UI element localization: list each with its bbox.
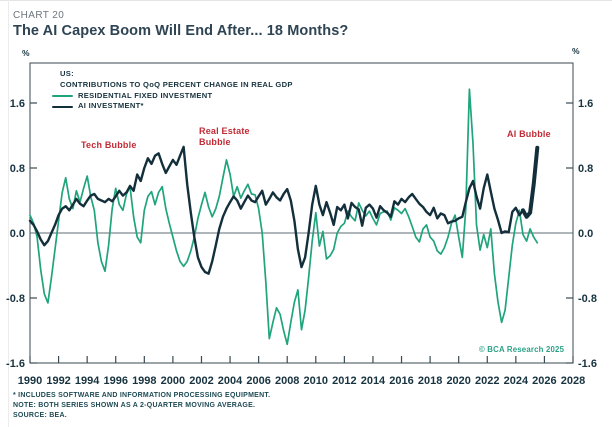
chart-number: CHART 20 bbox=[13, 10, 65, 21]
page-border-left bbox=[8, 0, 9, 427]
x-tick-label: 1990 bbox=[18, 375, 42, 387]
footnote-asterisk: * INCLUDES SOFTWARE AND INFORMATION PROC… bbox=[13, 392, 271, 399]
y-tick-label: 0.0 bbox=[10, 228, 25, 240]
legend-subtitle: CONTRIBUTIONS TO QoQ PERCENT CHANGE IN R… bbox=[60, 79, 293, 89]
x-tick-label: 2018 bbox=[418, 375, 442, 387]
x-tick-label: 2020 bbox=[446, 375, 470, 387]
annotation-ai-bubble: AI Bubble bbox=[507, 129, 551, 139]
ai-line-swatch bbox=[52, 105, 73, 108]
x-tick-label: 2010 bbox=[304, 375, 328, 387]
y-axis-unit-left: % bbox=[22, 48, 30, 58]
x-tick-label: 2004 bbox=[218, 375, 243, 387]
y-tick-label: -0.8 bbox=[6, 293, 25, 305]
page-border-top bbox=[0, 0, 612, 1]
x-tick-label: 2022 bbox=[475, 375, 499, 387]
legend-item-ai: AI INVESTMENT* bbox=[52, 101, 293, 112]
x-tick-label: 2006 bbox=[246, 375, 270, 387]
footnotes: * INCLUDES SOFTWARE AND INFORMATION PROC… bbox=[13, 391, 270, 421]
y-tick-label: -1.6 bbox=[6, 358, 25, 370]
x-tick-label: 2028 bbox=[561, 375, 585, 387]
legend-item-residential: RESIDENTIAL FIXED INVESTMENT bbox=[52, 91, 293, 102]
y-tick-label: -1.6 bbox=[578, 358, 597, 370]
x-tick-label: 2008 bbox=[275, 375, 299, 387]
y-tick-label: 0.8 bbox=[10, 163, 25, 175]
x-tick-label: 2012 bbox=[332, 375, 356, 387]
legend-region: US: bbox=[60, 69, 74, 78]
ai-series-line bbox=[28, 145, 539, 275]
x-tick-label: 2016 bbox=[389, 375, 413, 387]
x-tick-label: 2014 bbox=[361, 375, 386, 387]
footnote-note: NOTE: BOTH SERIES SHOWN AS A 2-QUARTER M… bbox=[13, 402, 256, 409]
x-tick-label: 2026 bbox=[532, 375, 556, 387]
legend-item-label: AI INVESTMENT* bbox=[78, 101, 144, 111]
x-tick-label: 2024 bbox=[504, 375, 529, 387]
annotation-line: Bubble bbox=[199, 136, 231, 147]
legend-item-label: RESIDENTIAL FIXED INVESTMENT bbox=[78, 90, 213, 100]
y-tick-label: 0.8 bbox=[578, 163, 593, 175]
y-tick-label: 0.0 bbox=[578, 228, 593, 240]
x-tick-label: 1992 bbox=[46, 375, 70, 387]
source-watermark: © BCA Research 2025 bbox=[479, 345, 565, 354]
plot-frame bbox=[29, 62, 574, 364]
x-tick-label: 1994 bbox=[75, 375, 100, 387]
annotation-line: Real Estate bbox=[199, 126, 250, 136]
y-tick-label: 1.6 bbox=[578, 98, 593, 110]
footnote-source: SOURCE: BEA. bbox=[13, 412, 67, 419]
x-tick-label: 2002 bbox=[189, 375, 213, 387]
annotation-real-estate-bubble: Real Estate Bubble bbox=[199, 126, 250, 147]
x-tick-label: 1996 bbox=[103, 375, 127, 387]
page-title: The AI Capex Boom Will End After... 18 M… bbox=[13, 23, 349, 39]
chart-legend: US: CONTRIBUTIONS TO QoQ PERCENT CHANGE … bbox=[52, 69, 293, 112]
annotation-tech-bubble: Tech Bubble bbox=[81, 140, 137, 150]
y-tick-label: 1.6 bbox=[10, 98, 25, 110]
ai-series-emphasis-segment bbox=[521, 145, 540, 219]
y-axis-unit-right: % bbox=[572, 46, 580, 56]
x-tick-label: 2000 bbox=[161, 375, 185, 387]
x-tick-label: 1998 bbox=[132, 375, 156, 387]
residential-line-swatch bbox=[52, 94, 73, 98]
y-tick-label: -0.8 bbox=[578, 293, 597, 305]
